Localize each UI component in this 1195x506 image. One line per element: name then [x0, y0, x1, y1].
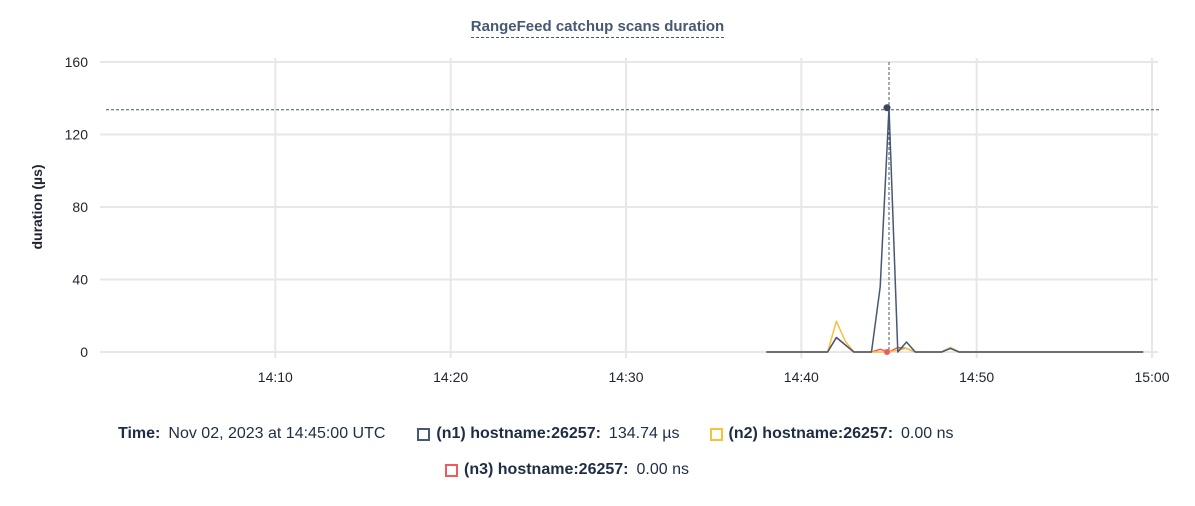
y-tick-label: 160 [65, 54, 89, 70]
series-line-1 [766, 107, 1144, 353]
chart-title-text: RangeFeed catchup scans duration [470, 18, 725, 38]
legend-swatch-n3 [445, 463, 458, 477]
chart-area[interactable]: 0 40 80 120 160 14:10 14:20 14:30 14:40 14:50 15:0… [0, 0, 1195, 400]
chart-title[interactable]: RangeFeed catchup scans duration [0, 18, 1195, 38]
legend-label-n2: (n2) hostname:26257: [728, 425, 894, 442]
legend-label-n1: (n1) hostname:26257: [436, 425, 601, 442]
legend-swatch-n1 [417, 427, 431, 441]
x-tick-label: 14:50 [959, 369, 994, 385]
x-tick-label: 14:20 [433, 369, 468, 385]
x-tick-label: 14:40 [784, 369, 819, 385]
y-tick-label: 40 [72, 272, 88, 288]
hover-point-n3 [884, 349, 890, 355]
x-tick-label: 14:10 [258, 369, 293, 385]
time-label: Time: [118, 425, 161, 442]
legend-label-n3: (n3) hostname:26257: [464, 461, 629, 478]
legend-value-n2: 0.00 ns [901, 425, 954, 442]
y-axis-label: duration (µs) [29, 164, 45, 249]
y-tick-label: 0 [80, 344, 88, 360]
legend-row-1: Time: Nov 02, 2023 at 14:45:00 UTC (n1) … [118, 425, 954, 443]
series-line-2 [766, 320, 1144, 353]
legend-row-2: (n3) hostname:26257: 0.00 ns [445, 461, 689, 479]
x-tick-label: 14:30 [608, 369, 643, 385]
legend-value-n1: 134.74 µs [608, 425, 680, 442]
legend-swatch-n2 [709, 427, 723, 441]
hover-point-n1 [883, 104, 891, 112]
time-value: Nov 02, 2023 at 14:45:00 UTC [168, 425, 386, 442]
y-tick-label: 80 [72, 199, 88, 215]
y-tick-label: 120 [65, 127, 89, 143]
legend-value-n3: 0.00 ns [636, 461, 689, 478]
x-tick-label: 15:00 [1134, 369, 1169, 385]
